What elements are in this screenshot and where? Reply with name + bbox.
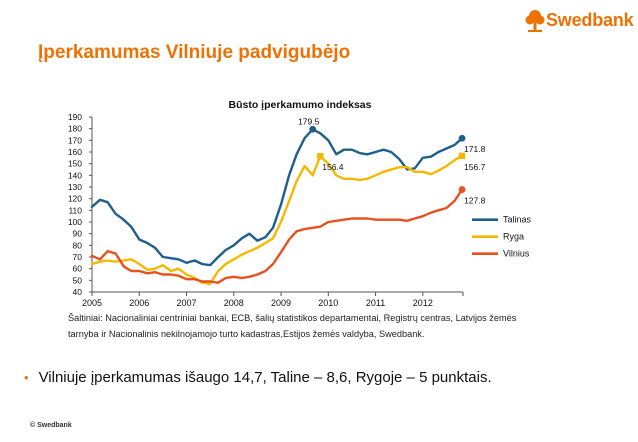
- data-label: 156.7: [464, 162, 486, 172]
- data-point-marker: [458, 134, 466, 142]
- x-tick-label: 2006: [129, 298, 149, 308]
- legend-label: Talinas: [503, 215, 532, 225]
- y-tick-label: 120: [68, 194, 82, 204]
- copyright-footer: © Swedbank: [30, 422, 72, 429]
- y-tick-label: 180: [68, 124, 82, 134]
- y-tick-label: 50: [73, 275, 83, 285]
- data-point-marker: [309, 125, 317, 133]
- chart-series: [90, 128, 464, 285]
- y-tick-label: 190: [68, 112, 82, 122]
- y-tick-label: 130: [68, 182, 82, 192]
- series-line-talinas: [90, 128, 464, 267]
- bullet-point: • Vilniuje įperkamumas išaugo 14,7, Talin…: [24, 369, 492, 386]
- y-tick-label: 40: [73, 287, 83, 297]
- chart-legend: Talinas Ryga Vilnius: [472, 215, 532, 259]
- y-tick-label: 80: [73, 240, 83, 250]
- chart-annotations: 179.5 156.4 171.8 156.7 127.8: [298, 116, 486, 205]
- y-tick-label: 150: [68, 159, 82, 169]
- y-tick-label: 100: [68, 217, 82, 227]
- y-tick-label: 140: [68, 170, 82, 180]
- y-tick-label: 160: [68, 147, 82, 157]
- swedbank-oak-tree-icon: [525, 10, 545, 32]
- data-label: 127.8: [464, 196, 486, 206]
- data-label: 156.4: [322, 162, 344, 172]
- x-tick-label: 2007: [177, 298, 197, 308]
- data-point-marker: [458, 186, 466, 193]
- series-line-ryga: [90, 154, 464, 285]
- y-tick-label: 110: [68, 205, 82, 215]
- y-tick-label: 170: [68, 135, 82, 145]
- x-tick-label: 2012: [413, 298, 433, 308]
- y-tick-label: 70: [73, 252, 83, 262]
- brand-name: Swedbank: [546, 10, 634, 30]
- data-point-marker: [458, 152, 466, 160]
- source-note: Šaltiniai: Nacionaliniai centriniai bank…: [68, 313, 517, 339]
- data-point-marker: [317, 153, 324, 160]
- x-tick-label: 2005: [82, 298, 102, 308]
- data-label: 179.5: [298, 116, 320, 126]
- x-tick-label: 2008: [224, 298, 244, 308]
- data-label: 171.8: [464, 144, 486, 154]
- y-tick-label: 90: [73, 229, 83, 239]
- bullet-icon: •: [24, 370, 29, 385]
- bullet-text: Vilniuje įperkamumas išaugo 14,7, Taline…: [38, 369, 492, 386]
- slide-title: Įperkamumas Vilniuje padvigubėjo: [38, 42, 351, 63]
- chart-title: Būsto įperkamumo indeksas: [229, 99, 372, 111]
- swedbank-logo: Swedbank: [524, 8, 634, 36]
- x-tick-label: 2009: [271, 298, 291, 308]
- legend-label: Ryga: [503, 232, 524, 242]
- series-line-vilnius: [90, 188, 464, 284]
- legend-label: Vilnius: [503, 249, 530, 259]
- y-tick-label: 60: [73, 264, 83, 274]
- x-tick-label: 2010: [318, 298, 338, 308]
- x-tick-label: 2011: [366, 298, 385, 308]
